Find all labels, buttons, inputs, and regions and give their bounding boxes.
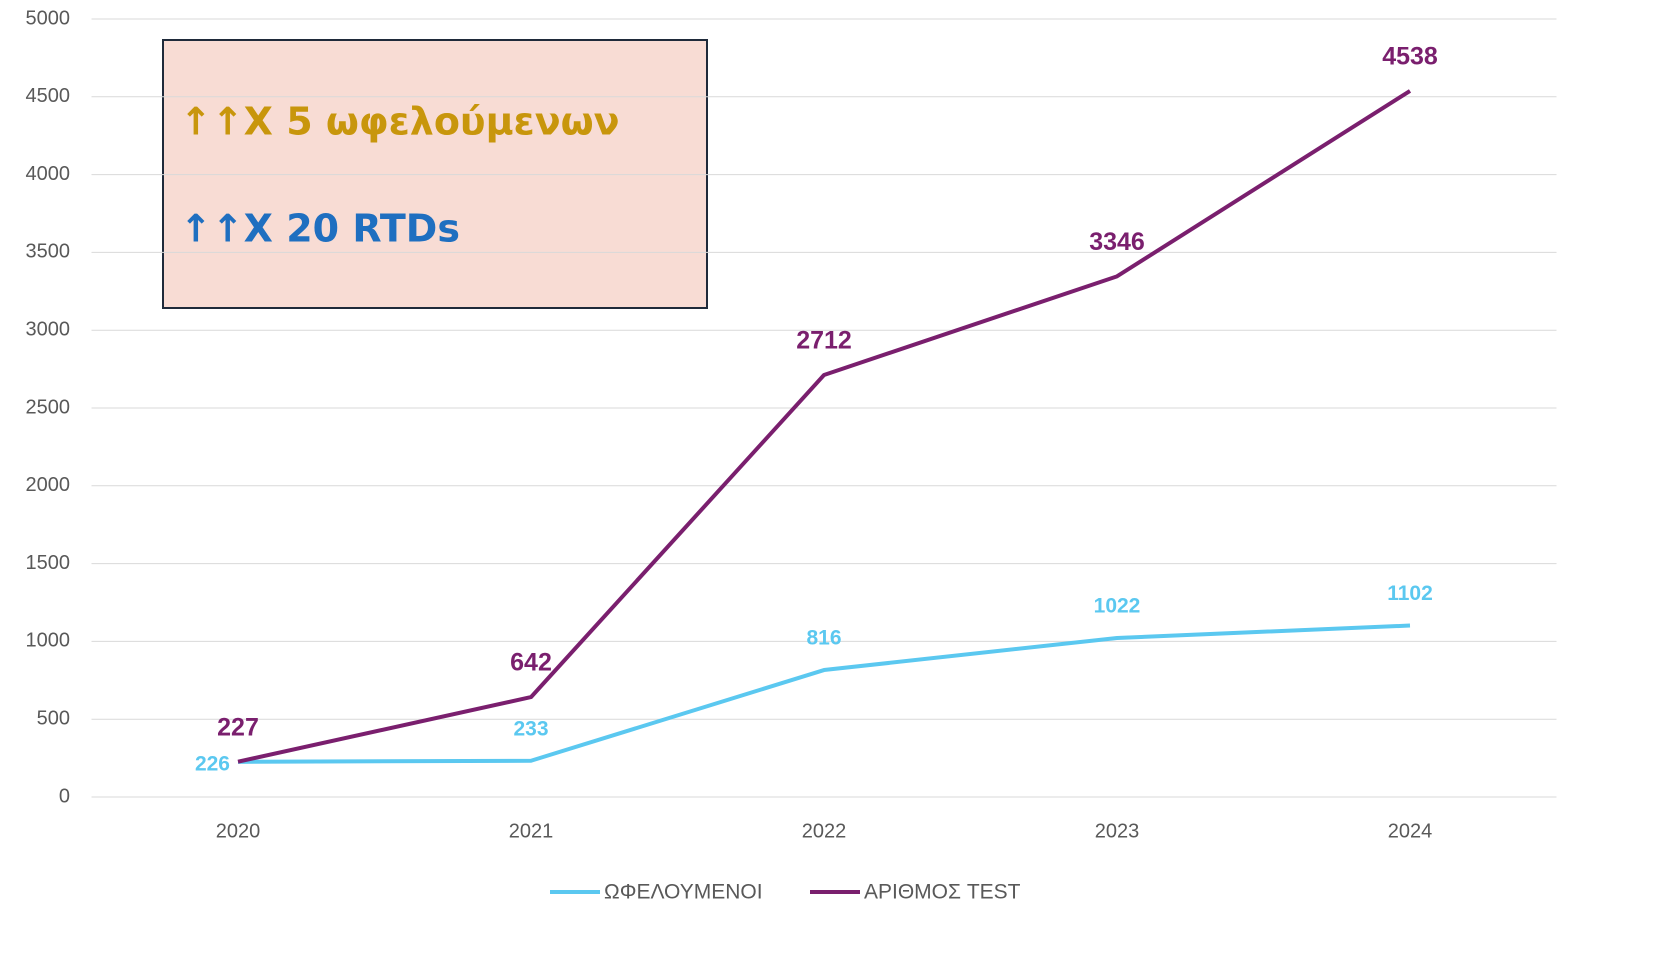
- x-tick-label: 2021: [509, 820, 554, 842]
- data-label: 3346: [1089, 228, 1145, 256]
- y-tick-label: 0: [59, 785, 70, 807]
- y-tick-label: 2000: [26, 474, 71, 496]
- y-tick-label: 4000: [26, 163, 71, 185]
- y-tick-label: 1000: [26, 630, 71, 652]
- y-tick-label: 500: [37, 707, 70, 729]
- x-tick-label: 2020: [216, 820, 261, 842]
- x-tick-label: 2022: [802, 820, 847, 842]
- y-tick-label: 3000: [26, 318, 71, 340]
- y-tick-label: 3500: [26, 241, 71, 263]
- y-tick-label: 2500: [26, 396, 71, 418]
- y-tick-label: 5000: [26, 7, 71, 29]
- legend-label: ΩΦΕΛΟΥΜΕΝΟΙ: [604, 881, 763, 904]
- data-label: 233: [513, 717, 548, 740]
- data-label: 1022: [1094, 595, 1141, 618]
- annotation-box: [162, 39, 708, 309]
- data-label: 2712: [796, 327, 852, 355]
- series-line: [237, 623, 1411, 764]
- series-line: [237, 89, 1412, 764]
- annotation: ↑↑X 5 ωφελούμενων: [180, 100, 620, 144]
- data-label: 642: [510, 649, 552, 677]
- x-tick-label: 2024: [1388, 820, 1433, 842]
- data-label: 4538: [1382, 42, 1438, 70]
- x-tick-label: 2023: [1095, 820, 1140, 842]
- data-label: 816: [806, 627, 841, 650]
- y-tick-label: 1500: [26, 552, 71, 574]
- data-label: 226: [195, 752, 230, 775]
- legend-label: ΑΡΙΘΜΟΣ TEST: [864, 881, 1021, 904]
- annotation: ↑↑X 20 RTDs: [180, 207, 460, 251]
- y-tick-label: 4500: [26, 85, 71, 107]
- data-label: 1102: [1387, 582, 1433, 605]
- data-label: 227: [217, 713, 259, 741]
